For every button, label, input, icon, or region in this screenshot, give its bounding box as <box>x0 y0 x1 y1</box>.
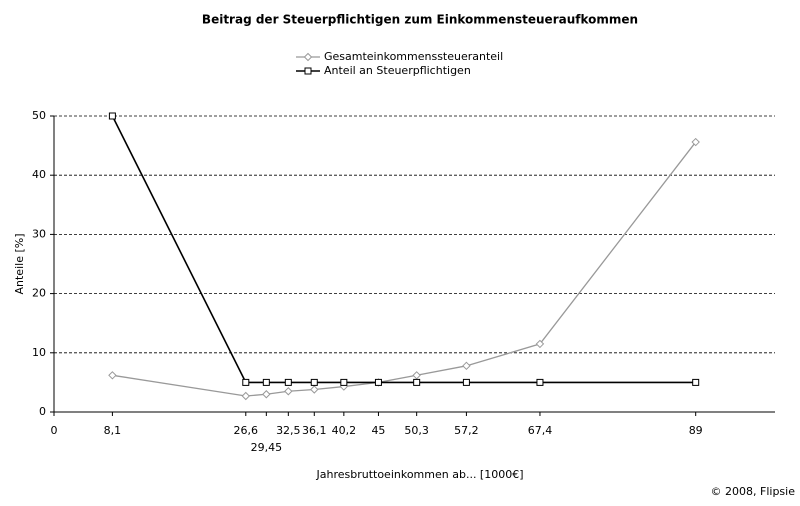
y-tick-label: 20 <box>32 287 46 300</box>
data-point <box>310 385 319 394</box>
x-axis-label: Jahresbruttoeinkommen ab... [1000€] <box>315 468 523 481</box>
data-point <box>413 378 421 386</box>
data-point <box>691 137 700 147</box>
data-point <box>262 390 271 399</box>
x-tick-label: 40,2 <box>332 424 357 437</box>
y-tick-label: 0 <box>39 405 46 418</box>
x-tick-label: 26,6 <box>234 424 259 437</box>
x-tick-label: 57,2 <box>454 424 479 437</box>
y-tick-label: 50 <box>32 109 46 122</box>
data-point <box>108 371 117 380</box>
legend-label: Gesamteinkommenssteueranteil <box>324 50 503 63</box>
x-tick-label: 67,4 <box>528 424 553 437</box>
data-point <box>284 387 293 396</box>
x-tick-label: 50,3 <box>404 424 429 437</box>
x-tick-label: 89 <box>689 424 703 437</box>
y-tick-label: 10 <box>32 346 46 359</box>
x-tick-label: 8,1 <box>104 424 122 437</box>
data-point <box>241 391 250 401</box>
credit: © 2008, Flipsie <box>711 485 796 498</box>
y-tick-label: 40 <box>32 168 46 181</box>
data-point <box>536 378 544 386</box>
legend-marker <box>303 52 313 62</box>
x-tick-label: 45 <box>371 424 385 437</box>
data-point <box>535 339 545 349</box>
legend-label: Anteil an Steuerpflichtigen <box>324 64 471 77</box>
data-point <box>692 378 700 386</box>
data-point <box>108 112 116 120</box>
data-point <box>242 378 250 386</box>
x-tick-label: 29,45 <box>251 441 283 454</box>
x-tick-label: 0 <box>51 424 58 437</box>
data-point <box>462 361 471 371</box>
data-point <box>284 378 292 386</box>
data-point <box>374 378 382 386</box>
data-point <box>462 378 470 386</box>
chart-title: Beitrag der Steuerpflichtigen zum Einkom… <box>202 13 638 27</box>
y-tick-label: 30 <box>32 227 46 240</box>
data-point <box>262 378 270 386</box>
data-point <box>310 378 318 386</box>
y-axis-label: Anteile [%] <box>13 234 26 295</box>
x-tick-label: 36,1 <box>302 424 327 437</box>
legend-marker <box>304 67 312 75</box>
data-point <box>340 378 348 386</box>
x-tick-label: 32,5 <box>276 424 301 437</box>
data-point <box>412 371 421 380</box>
